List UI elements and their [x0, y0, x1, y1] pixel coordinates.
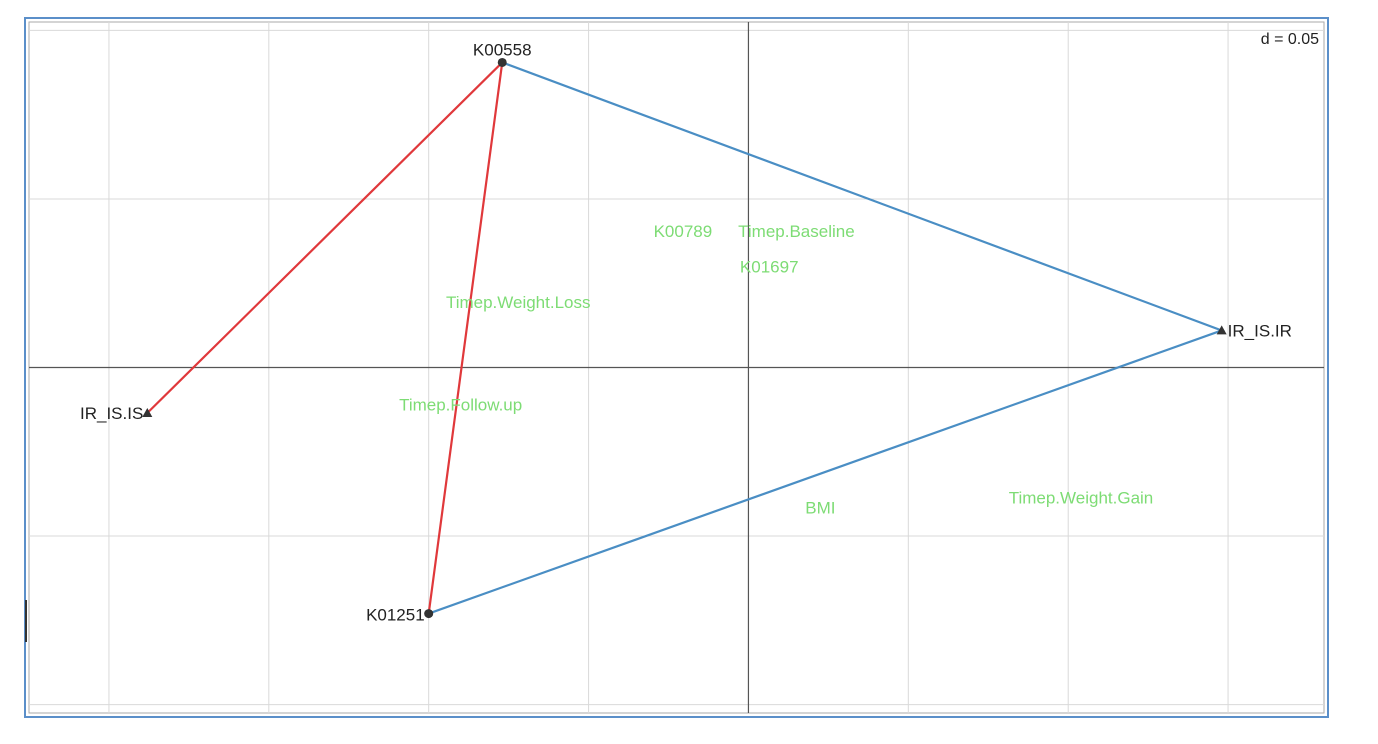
hull-polygons: [146, 59, 1225, 615]
data-points: [142, 57, 1227, 619]
group-label: IR_IS.IS: [80, 404, 143, 423]
point-labels: K00558 K01251 IR_IS.IS IR_IS.IR: [80, 40, 1292, 624]
sample-label: K00558: [473, 40, 532, 59]
variable-label: K00789: [654, 222, 713, 241]
group-point: [1216, 325, 1227, 335]
variable-label: BMI: [805, 498, 835, 517]
variable-label: Timep.Follow.up: [399, 396, 522, 415]
variable-labels: K00789 Timep.Baseline K01697 Timep.Weight.L…: [399, 222, 1153, 517]
hull-blue: [428, 61, 1225, 615]
sample-point: [424, 609, 434, 619]
sample-point: [497, 57, 507, 67]
variable-label: Timep.Weight.Gain: [1009, 488, 1154, 507]
hull-red: [146, 59, 504, 614]
sample-label: K01251: [366, 606, 425, 625]
group-point: [142, 408, 153, 418]
zero-axes: [29, 22, 1324, 713]
variable-label: Timep.Baseline: [738, 222, 855, 241]
variable-label: Timep.Weight.Loss: [446, 293, 591, 312]
variable-label: K01697: [740, 257, 799, 276]
grid-scale-label: d = 0.05: [1261, 31, 1319, 48]
chart-outer-frame: [24, 17, 1329, 718]
group-label: IR_IS.IR: [1228, 321, 1292, 340]
